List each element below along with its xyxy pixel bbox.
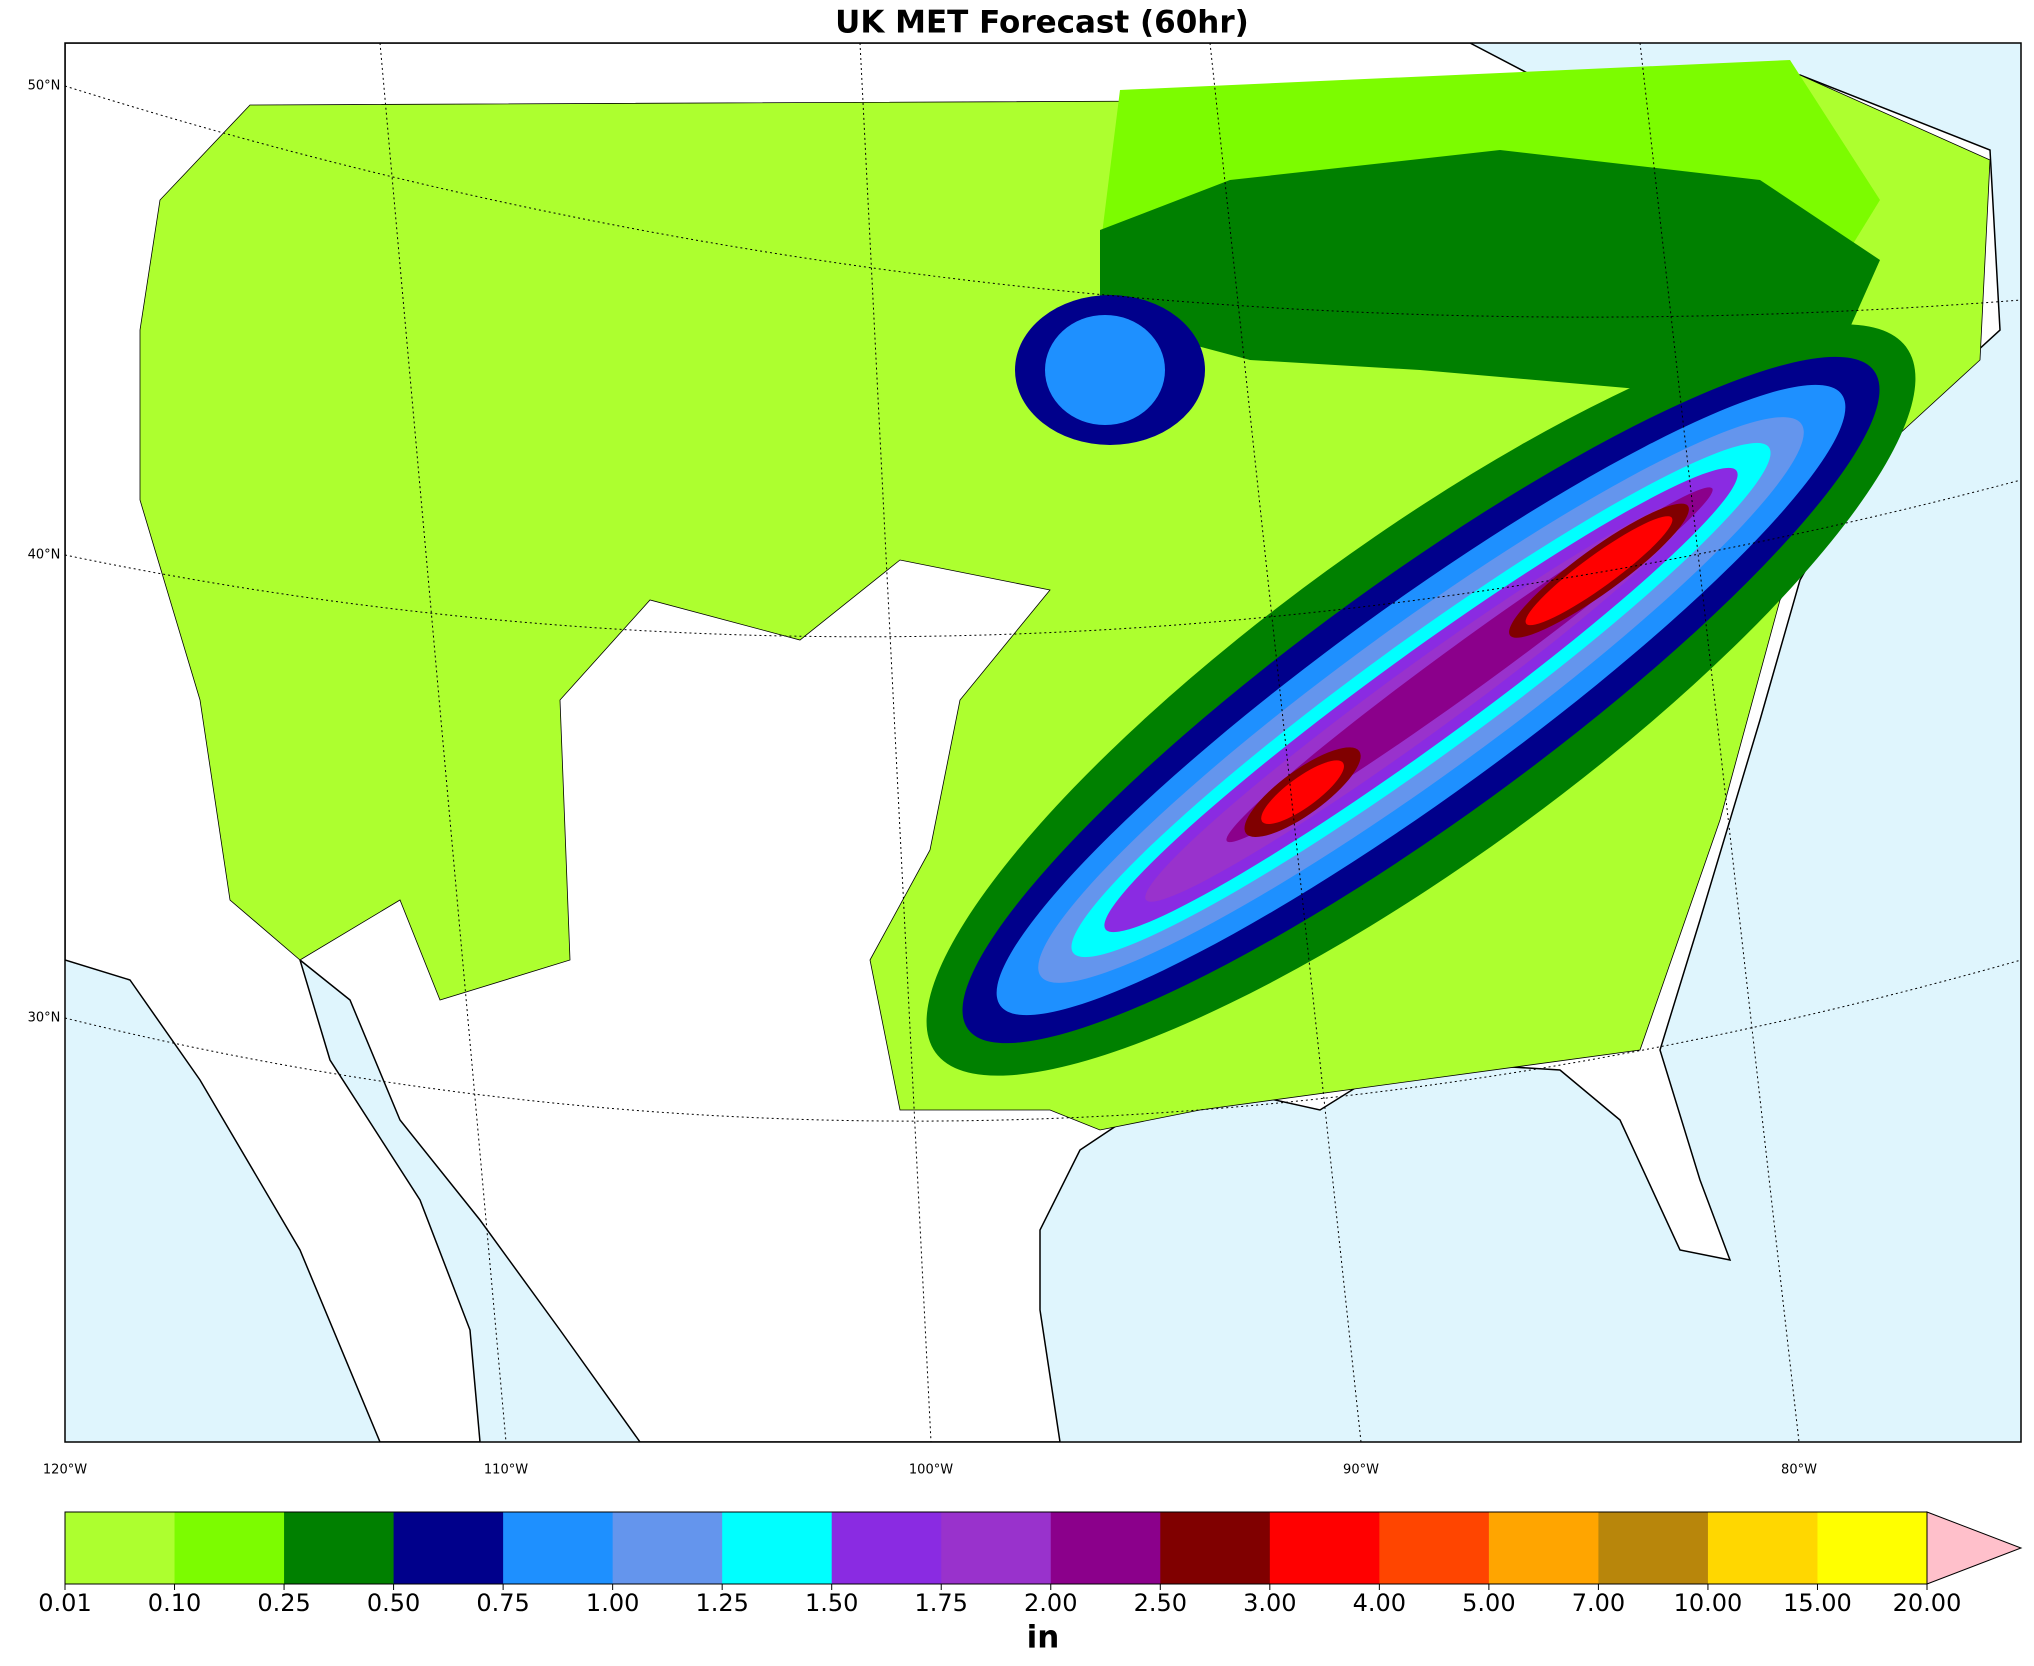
colorbar-bin [1488, 1512, 1599, 1584]
colorbar-bin [1050, 1512, 1161, 1584]
lat-labels: 50°N 40°N 30°N [28, 79, 61, 1026]
colorbar-tick-label: 4.00 [1353, 1589, 1406, 1617]
colorbar-tick-label: 0.01 [38, 1589, 91, 1617]
precip-north [1045, 315, 1165, 425]
colorbar-tick-label: 0.75 [476, 1589, 529, 1617]
colorbar-tick-label: 5.00 [1462, 1589, 1515, 1617]
colorbar-bin [941, 1512, 1052, 1584]
colorbar-tick-label: 1.75 [915, 1589, 968, 1617]
colorbar-tick-label: 1.00 [586, 1589, 639, 1617]
colorbar-tick-label: 0.50 [367, 1589, 420, 1617]
colorbar-tick-label: 0.25 [257, 1589, 310, 1617]
colorbar-bin [1379, 1512, 1490, 1584]
colorbar-bin [1160, 1512, 1271, 1584]
colorbar-bin [503, 1512, 614, 1584]
colorbar: 0.01 0.10 0.25 0.50 0.75 1.00 1.25 1.50 1.75 2.00… [38, 1511, 2023, 1617]
colorbar-tick-label: 10.00 [1674, 1589, 1743, 1617]
colorbar-tick-label: 2.00 [1024, 1589, 1077, 1617]
colorbar-bin [1598, 1512, 1709, 1584]
colorbar-bin [831, 1512, 942, 1584]
precip-heavy [1100, 150, 1880, 390]
colorbar-bin [284, 1512, 395, 1584]
lon-label: 120°W [43, 1463, 87, 1478]
colorbar-bin [393, 1512, 504, 1584]
colorbar-bin [65, 1512, 176, 1584]
lon-label: 100°W [909, 1463, 953, 1478]
colorbar-tick-label: 3.00 [1243, 1589, 1296, 1617]
colorbar-bin [1707, 1512, 1818, 1584]
lon-labels: 120°W 110°W 100°W 90°W 80°W [43, 1463, 1817, 1478]
precip-band [926, 324, 1916, 1076]
colorbar-bin [612, 1512, 723, 1584]
colorbar-tick-label: 20.00 [1893, 1589, 1962, 1617]
graticule [65, 43, 2021, 1442]
colorbar-bin [1269, 1512, 1380, 1584]
lon-label: 80°W [1781, 1463, 1817, 1478]
colorbar-tick-label: 7.00 [1572, 1589, 1625, 1617]
colorbar-extend [1926, 1511, 2023, 1585]
colorbar-tick-label: 1.25 [695, 1589, 748, 1617]
lat-label: 30°N [28, 1011, 61, 1026]
colorbar-frame [64, 1511, 1928, 1585]
colorbar-label: in [1027, 1620, 1060, 1656]
colorbar-bin [722, 1512, 833, 1584]
map-frame [64, 42, 2022, 1443]
lon-label: 90°W [1343, 1463, 1379, 1478]
lat-label: 40°N [28, 548, 61, 563]
lon-label: 110°W [484, 1463, 528, 1478]
colorbar-tick-label: 15.00 [1783, 1589, 1852, 1617]
map [65, 43, 2021, 1442]
colorbar-tick-label: 0.10 [148, 1589, 201, 1617]
lat-label: 50°N [28, 79, 61, 94]
colorbar-tick-label: 1.50 [805, 1589, 858, 1617]
colorbar-tick-label: 2.50 [1134, 1589, 1187, 1617]
title: UK MET Forecast (60hr) [835, 5, 1249, 41]
colorbar-bin [1817, 1512, 1928, 1584]
colorbar-bin [174, 1512, 285, 1584]
